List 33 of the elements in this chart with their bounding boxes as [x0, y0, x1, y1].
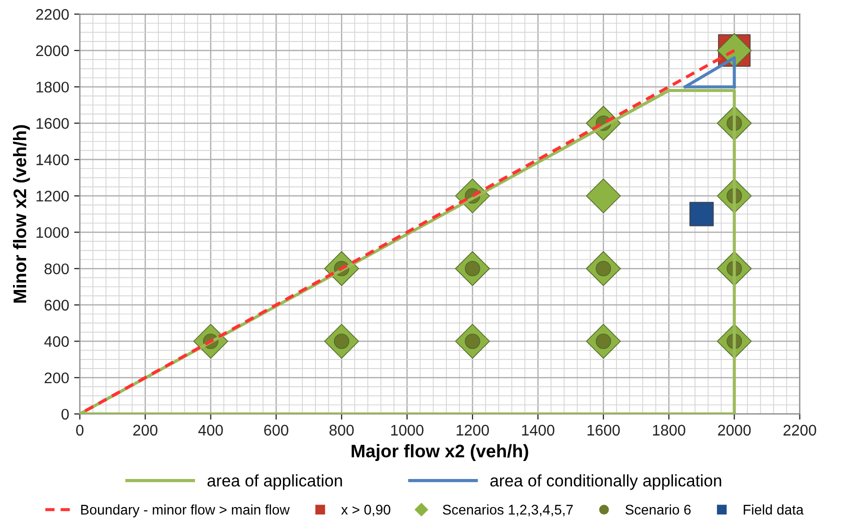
x-tick-label: 1400 — [522, 424, 554, 436]
x-tick-label: 0 — [76, 424, 84, 436]
x-tick-label: 1600 — [588, 424, 620, 436]
x-tick-label: 1200 — [456, 424, 489, 436]
legend-label: x > 0,90 — [341, 504, 390, 516]
y-tick-label: 600 — [44, 300, 69, 311]
x-tick-label: 800 — [330, 424, 354, 436]
y-tick-label: 1600 — [36, 118, 69, 129]
x-axis-title: Major flow x2 (veh/h) — [352, 444, 528, 462]
x-tick-label: 1000 — [391, 424, 424, 436]
legend-label: area of application — [208, 474, 342, 490]
x-tick-label: 2000 — [718, 424, 751, 436]
legend-label: area of conditionally application — [490, 474, 722, 490]
x-tick-label: 600 — [264, 424, 288, 436]
y-tick-label: 1400 — [36, 154, 69, 166]
y-tick-label: 2200 — [36, 9, 69, 20]
y-tick-label: 800 — [44, 263, 69, 274]
y-tick-label: 0 — [61, 408, 69, 420]
y-tick-label: 1000 — [36, 227, 69, 238]
y-tick-label: 1800 — [36, 82, 69, 93]
x-tick-label: 1800 — [653, 424, 686, 436]
legend-label: Scenario 6 — [625, 504, 691, 515]
y-tick-label: 200 — [44, 372, 69, 384]
y-axis-title: Minor flow x2 (veh/h) — [13, 125, 30, 303]
x-tick-label: 400 — [198, 424, 223, 436]
legend-label: Boundary - minor flow > main flow — [81, 504, 290, 518]
legend-label: Field data — [744, 504, 804, 515]
y-tick-label: 1200 — [36, 190, 69, 202]
x-tick-label: 200 — [133, 424, 158, 436]
legend-label: Scenarios 1,2,3,4,5,7 — [442, 504, 573, 516]
y-tick-label: 400 — [44, 336, 69, 347]
x-tick-label: 2200 — [784, 424, 816, 436]
y-tick-label: 2000 — [36, 45, 69, 56]
